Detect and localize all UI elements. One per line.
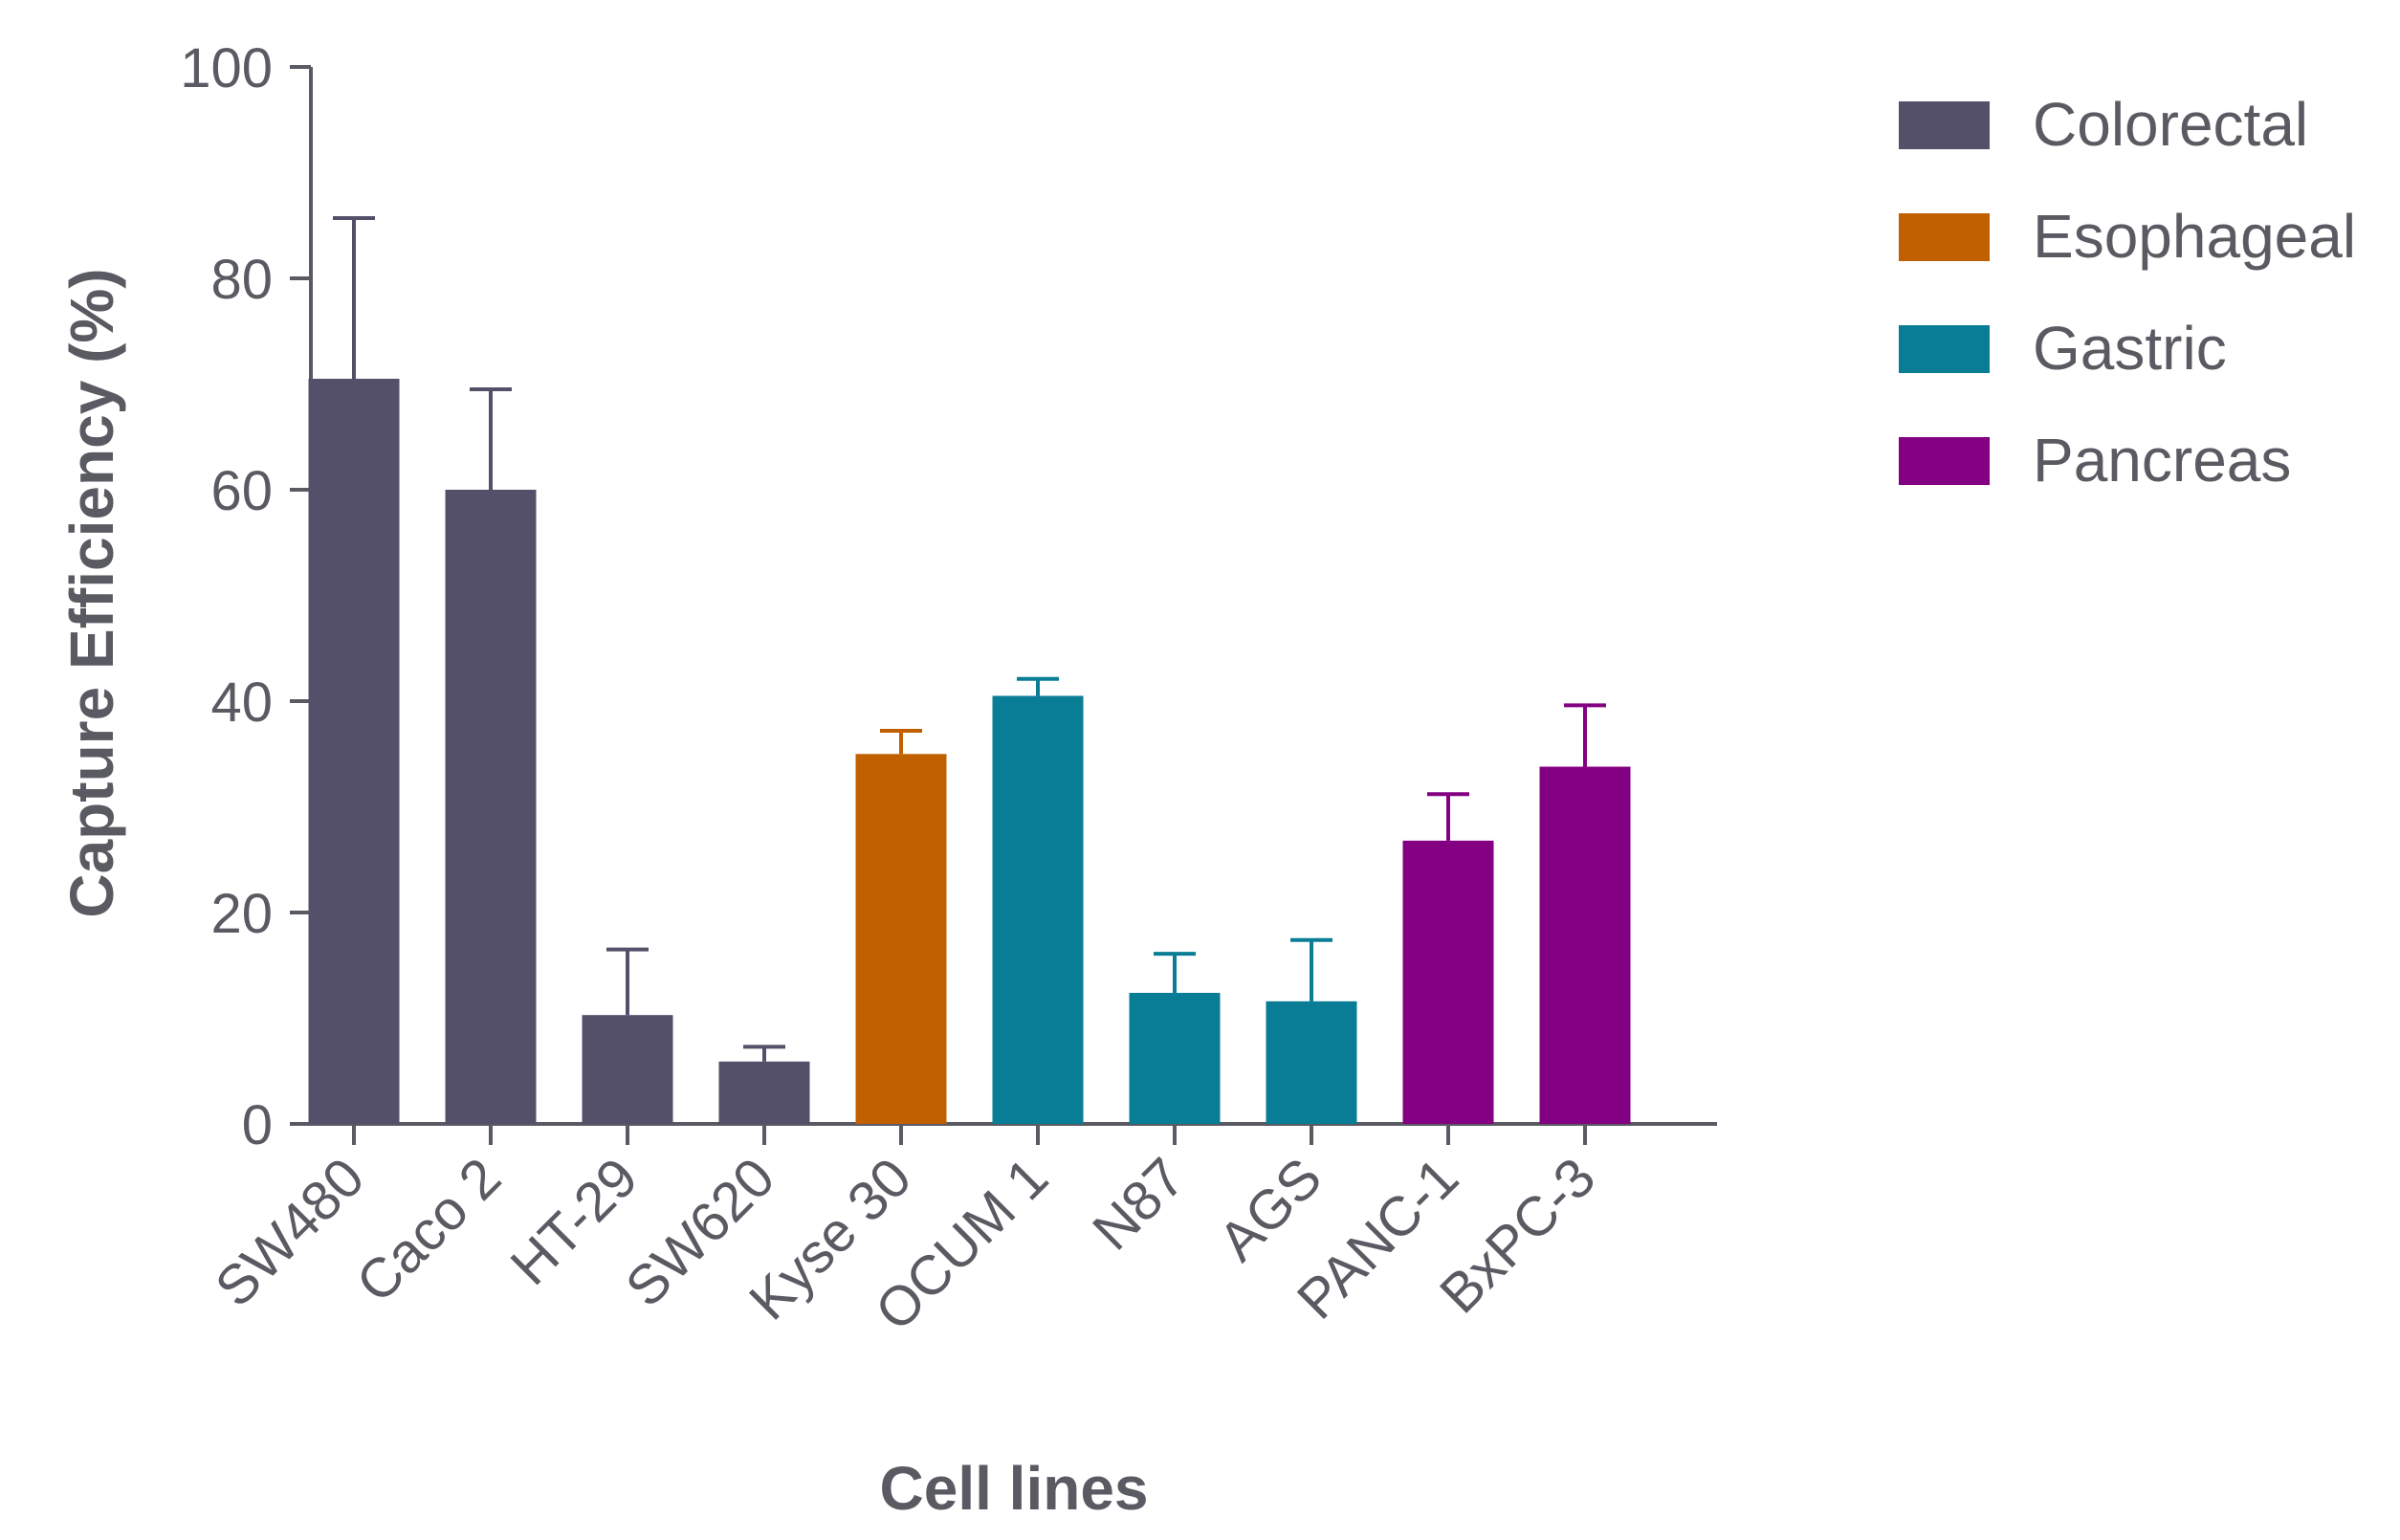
y-tick-label: 0 xyxy=(242,1094,273,1156)
y-axis: 0 20 40 60 80 100 xyxy=(180,37,313,1156)
y-tick-label: 100 xyxy=(180,37,273,99)
x-tick-label: AGS xyxy=(1207,1146,1334,1273)
bar-n87 xyxy=(1129,992,1221,1124)
bars xyxy=(308,378,1631,1125)
legend-label-esophageal: Esophageal xyxy=(2033,202,2356,271)
x-tick-label: SW480 xyxy=(204,1146,376,1318)
x-tick-label: N87 xyxy=(1081,1146,1197,1262)
y-tick-label: 20 xyxy=(210,883,273,945)
x-axis-title: Cell lines xyxy=(880,1454,1149,1523)
legend-swatch-pancreas xyxy=(1899,437,1990,485)
bar-sw620 xyxy=(718,1061,810,1124)
bar-sw480 xyxy=(308,378,400,1125)
bar-panc-1 xyxy=(1402,840,1494,1124)
bar-ocum-1 xyxy=(992,695,1084,1124)
bar-caco-2 xyxy=(445,490,537,1124)
y-tick-label: 40 xyxy=(210,671,273,734)
bar-kyse-30 xyxy=(855,754,947,1124)
x-tick-label: BxPC-3 xyxy=(1428,1146,1607,1325)
legend-swatch-gastric xyxy=(1899,325,1990,373)
bar-ags xyxy=(1266,1001,1357,1124)
legend-label-pancreas: Pancreas xyxy=(2033,426,2291,495)
legend-label-gastric: Gastric xyxy=(2033,314,2227,383)
bar-bxpc-3 xyxy=(1539,766,1631,1124)
legend-swatch-colorectal xyxy=(1899,101,1990,149)
y-tick-label: 80 xyxy=(210,249,273,311)
error-bars xyxy=(333,216,1606,1062)
legend-swatch-esophageal xyxy=(1899,213,1990,261)
legend-label-colorectal: Colorectal xyxy=(2033,90,2308,159)
legend: Colorectal Esophageal Gastric Pancreas xyxy=(1899,90,2356,495)
y-tick-label: 60 xyxy=(210,460,273,522)
bar-ht-29 xyxy=(582,1015,673,1124)
y-axis-title: Capture Efficiency (%) xyxy=(57,268,126,917)
x-tick-label: Caco 2 xyxy=(344,1146,513,1314)
